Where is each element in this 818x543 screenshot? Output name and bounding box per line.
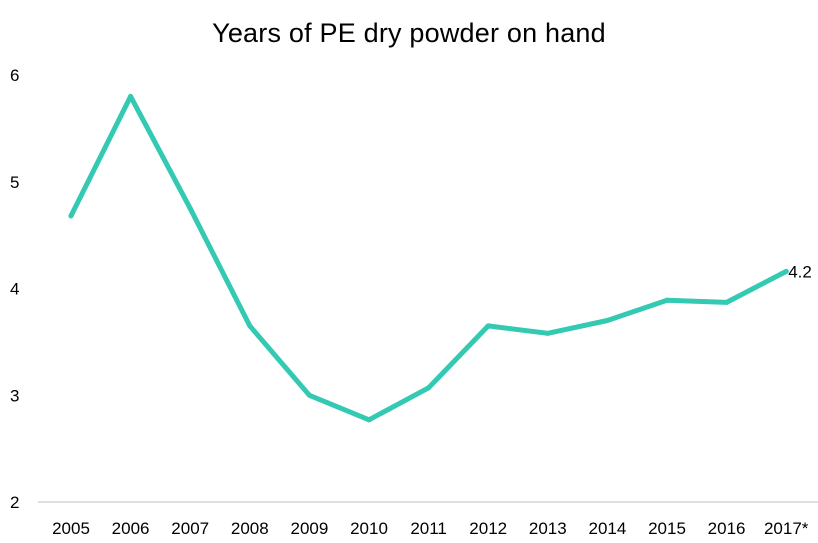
x-tick-label: 2016 xyxy=(708,519,746,538)
data-point xyxy=(306,392,312,398)
x-tick-label: 2007 xyxy=(171,519,209,538)
data-point xyxy=(604,318,610,324)
x-tick-label: 2013 xyxy=(529,519,567,538)
x-tick-label: 2011 xyxy=(410,519,447,538)
data-points xyxy=(68,93,789,423)
data-point xyxy=(545,330,551,336)
y-tick-label: 3 xyxy=(10,386,19,405)
data-point xyxy=(366,417,372,423)
data-point xyxy=(187,205,193,211)
series-line xyxy=(68,93,789,423)
data-point xyxy=(783,268,789,274)
x-tick-label: 2005 xyxy=(52,519,90,538)
y-tick-label: 4 xyxy=(10,280,19,299)
y-tick-label: 5 xyxy=(10,173,19,192)
x-axis: 2005 2006 2007 2008 2009 2010 2011 2012 2013 2014… xyxy=(52,519,809,538)
x-tick-label: 2017* xyxy=(764,519,809,538)
data-point xyxy=(485,323,491,329)
data-point xyxy=(724,299,730,305)
data-label: 4.2 xyxy=(788,262,812,281)
data-labels: 4.2 xyxy=(788,262,812,281)
data-point xyxy=(664,297,670,303)
chart-title: Years of PE dry powder on hand xyxy=(212,18,606,48)
x-tick-label: 2006 xyxy=(112,519,150,538)
y-tick-label: 6 xyxy=(10,66,19,85)
data-point xyxy=(68,213,74,219)
data-point xyxy=(128,93,134,99)
x-tick-label: 2009 xyxy=(290,519,328,538)
x-tick-label: 2008 xyxy=(231,519,269,538)
x-tick-label: 2014 xyxy=(588,519,626,538)
data-point xyxy=(426,385,432,391)
y-axis: 2 3 4 5 6 xyxy=(10,66,19,512)
x-tick-label: 2012 xyxy=(469,519,507,538)
x-tick-label: 2015 xyxy=(648,519,686,538)
data-point xyxy=(247,323,253,329)
x-tick-label: 2010 xyxy=(350,519,388,538)
y-tick-label: 2 xyxy=(10,493,19,512)
